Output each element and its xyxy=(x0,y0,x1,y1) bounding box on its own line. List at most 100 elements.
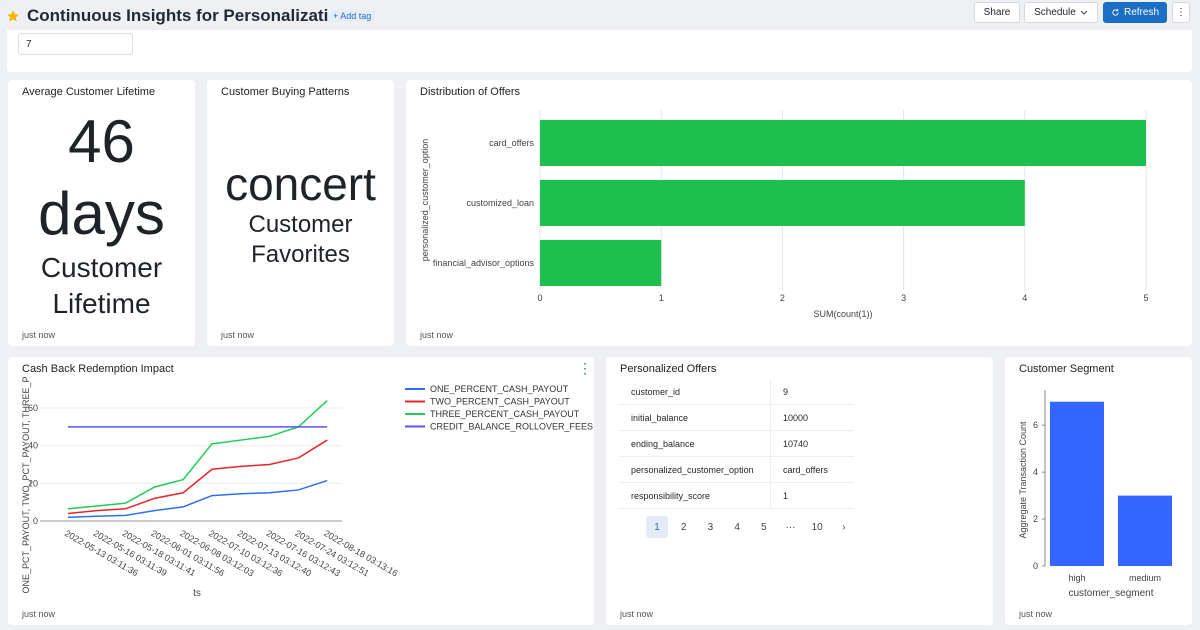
bar xyxy=(1118,495,1172,566)
last-updated: just now xyxy=(420,330,454,340)
button-label: Refresh xyxy=(1123,7,1159,18)
chevron-icon xyxy=(1080,10,1088,15)
chart-panel: Cash Back Redemption Impact ⋮ 0 20 40 60 202… xyxy=(8,357,594,625)
next-page[interactable]: › xyxy=(842,521,846,533)
last-updated: just now xyxy=(1019,609,1053,619)
share-button[interactable]: Share xyxy=(974,2,1020,23)
panel-title: Cash Back Redemption Impact xyxy=(22,363,174,375)
page-button[interactable]: 3 xyxy=(707,521,714,533)
page-button[interactable]: 2 xyxy=(680,521,687,533)
x-tick-label: 3 xyxy=(901,293,906,303)
panel-footer: just now xyxy=(20,609,55,619)
add-tag[interactable]: + Add tag xyxy=(329,10,376,22)
table-key: responsibility_score xyxy=(619,483,771,509)
panel-title: Customer Buying Patterns xyxy=(221,86,350,98)
table-value: 1 xyxy=(771,483,854,509)
table-key: personalized_customer_option xyxy=(619,457,771,483)
y-tick-label: 2 xyxy=(1033,514,1038,524)
bar xyxy=(540,180,1025,226)
legend-label: TWO_PERCENT_CASH_PAYOUT xyxy=(430,397,570,407)
counter-value: concert xyxy=(225,158,376,210)
series-line xyxy=(67,479,328,518)
page-button[interactable]: 4 xyxy=(734,521,740,533)
y-tick-label: financial_advisor_options xyxy=(433,258,535,268)
panel-footer: just now xyxy=(20,330,55,340)
button-label: Schedule xyxy=(1034,7,1076,18)
legend-label: THREE_PERCENT_CASH_PAYOUT xyxy=(430,409,580,419)
x-tick-label: 5 xyxy=(1143,293,1148,303)
favorite-star[interactable] xyxy=(6,9,20,23)
x-tick-label: 1 xyxy=(659,293,664,303)
page-button[interactable]: ··· xyxy=(785,521,796,533)
x-tick-label: 2 xyxy=(780,293,785,303)
panel-title: Customer Segment xyxy=(1019,363,1114,375)
y-tick-label: 60 xyxy=(28,403,38,413)
y-tick-label: 4 xyxy=(1033,467,1038,477)
panel-menu[interactable]: ⋮ xyxy=(578,360,592,376)
panel-title: Distribution of Offers xyxy=(420,86,521,98)
x-axis-title: SUM(count(1)) xyxy=(813,309,872,319)
x-axis-title: customer_segment xyxy=(1068,588,1153,599)
table-value: 10740 xyxy=(771,431,854,457)
chart-panel: Customer Segment 0 2 4 6 high medium customer_… xyxy=(1005,357,1192,625)
x-tick-label: 4 xyxy=(1022,293,1027,303)
table: customer_id 9 initial_balance 10000 ending_b… xyxy=(619,379,854,510)
refresh-icon xyxy=(1112,8,1119,16)
header: Continuous Insights for Personalization … xyxy=(0,0,1200,30)
more-menu[interactable]: ⋮ xyxy=(1172,2,1190,23)
last-updated: just now xyxy=(221,330,255,340)
page-button[interactable]: 5 xyxy=(761,521,767,533)
panel-footer: just now xyxy=(618,609,653,619)
panel-title: Average Customer Lifetime xyxy=(22,86,156,98)
table-key: customer_id xyxy=(619,379,771,405)
button-label: Share xyxy=(983,7,1011,18)
panel-footer: just now xyxy=(219,330,254,340)
chart: 0 2 4 6 high medium customer_segment Aggregate … xyxy=(1018,390,1172,599)
series-line xyxy=(67,439,328,515)
x-tick-label: high xyxy=(1068,573,1085,583)
counter-subtitle: Customer Favorites xyxy=(248,211,353,268)
series-line xyxy=(67,399,328,510)
y-tick-label: 40 xyxy=(28,441,38,451)
y-tick-label: customized_loan xyxy=(466,198,534,208)
table-key: ending_balance xyxy=(619,431,771,457)
dashboard-title: Continuous Insights for Personalization xyxy=(27,6,350,25)
last-updated: just now xyxy=(22,330,56,340)
bar xyxy=(540,240,662,286)
chart: 0 1 2 3 4 5 card_offers customized_loan financia… xyxy=(420,110,1149,319)
page-button[interactable]: 1 xyxy=(646,516,668,538)
panel-footer: just now xyxy=(418,330,453,340)
x-tick-label: 0 xyxy=(537,293,542,303)
y-tick-label: 20 xyxy=(28,478,38,488)
counter-subtitle: Customer Lifetime xyxy=(40,252,163,319)
schedule-button[interactable]: Schedule xyxy=(1024,2,1098,23)
bar xyxy=(1050,401,1104,566)
table-value: 10000 xyxy=(771,405,854,431)
y-axis-title: ONE_PCT_PAYOUT, TWO_PCT_PAYOUT, THREE_P xyxy=(21,376,31,593)
y-tick-label: 0 xyxy=(1033,561,1038,571)
counter-panel: Average Customer Lifetime 46 days Custom… xyxy=(8,80,195,346)
panel-title: Personalized Offers xyxy=(620,363,717,375)
chart-panel: Distribution of Offers 0 1 2 3 4 5 card_offers… xyxy=(406,80,1192,346)
x-axis-title: ts xyxy=(193,588,201,599)
counter-value: 46 days xyxy=(38,108,165,247)
x-tick-label: medium xyxy=(1129,573,1161,583)
table-panel: Personalized Offers customer_id 9 initial_… xyxy=(606,357,993,625)
filter-bar: 7 xyxy=(7,30,1192,72)
refresh-button[interactable]: Refresh xyxy=(1103,2,1167,23)
page-button[interactable]: 10 xyxy=(811,521,823,533)
last-updated: just now xyxy=(620,609,654,619)
table-value: 9 xyxy=(771,379,854,405)
legend-label: ONE_PERCENT_CASH_PAYOUT xyxy=(430,384,569,394)
y-axis-title: personalized_customer_option xyxy=(420,139,430,262)
bar xyxy=(540,120,1146,166)
table-key: initial_balance xyxy=(619,405,771,431)
y-tick-label: 6 xyxy=(1033,420,1038,430)
y-tick-label: card_offers xyxy=(489,138,534,148)
last-updated: just now xyxy=(22,609,56,619)
panel-footer: just now xyxy=(1017,609,1052,619)
filter-input[interactable]: 7 xyxy=(18,33,133,55)
legend-label: CREDIT_BALANCE_ROLLOVER_FEES xyxy=(430,422,593,432)
